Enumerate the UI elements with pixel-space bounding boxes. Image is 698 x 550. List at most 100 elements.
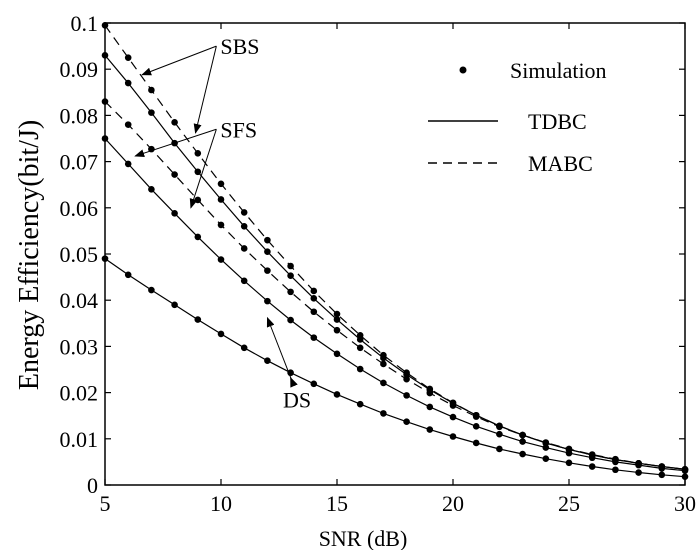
simulation-point (124, 79, 132, 87)
simulation-point (403, 418, 410, 426)
simulation-point (403, 375, 410, 383)
simulation-point (658, 465, 666, 472)
series-line-3 (104, 101, 686, 470)
simulation-point (426, 426, 434, 433)
simulation-point (148, 186, 155, 193)
annotations: SBS SFS DS (134, 34, 311, 413)
simulation-point (194, 316, 202, 323)
simulation-point (496, 445, 503, 453)
y-tick-label: 0.07 (60, 150, 99, 175)
x-tick-label: 20 (442, 491, 464, 516)
simulation-point (101, 135, 109, 142)
simulation-point (310, 295, 318, 302)
series-line-5 (104, 258, 686, 478)
simulation-point (472, 423, 480, 430)
simulation-point (612, 458, 619, 466)
simulation-point (264, 267, 271, 274)
simulation-point (449, 413, 457, 421)
simulation-point (217, 221, 225, 229)
annotation-sbs: SBS (220, 34, 259, 59)
simulation-point (101, 98, 109, 105)
legend-marker-simulation (459, 66, 467, 74)
simulation-point (264, 297, 271, 305)
simulation-point (496, 423, 503, 431)
simulation-point (287, 316, 294, 324)
points-layer (101, 22, 689, 480)
simulation-point (240, 344, 248, 352)
annotation-arrow (193, 45, 217, 134)
simulation-point (310, 308, 318, 316)
simulation-point (356, 344, 364, 352)
simulation-point (240, 277, 248, 285)
x-tick-label: 30 (674, 491, 696, 516)
simulation-point (333, 316, 341, 323)
simulation-point (194, 196, 202, 204)
simulation-point (264, 357, 271, 365)
simulation-point (612, 466, 619, 474)
simulation-point (588, 463, 596, 470)
simulation-point (333, 310, 341, 318)
series-line-1 (104, 24, 686, 470)
simulation-point (310, 334, 318, 341)
simulation-point (472, 413, 480, 420)
x-tick-label: 5 (100, 491, 111, 516)
annotation-arrow (189, 129, 217, 209)
simulation-point (356, 365, 364, 373)
simulation-point (264, 248, 271, 255)
simulation-point (588, 454, 596, 462)
simulation-point (287, 288, 294, 296)
series-layer (104, 24, 686, 478)
y-tick-label: 0.04 (60, 288, 99, 313)
simulation-point (681, 473, 689, 480)
simulation-point (380, 360, 387, 368)
plot-frame (104, 22, 686, 486)
y-tick-label: 0.08 (60, 103, 99, 128)
y-tick-label: 0.1 (71, 11, 99, 36)
x-tick-label: 15 (326, 491, 348, 516)
simulation-point (194, 149, 202, 157)
x-tick-label: 10 (210, 491, 232, 516)
simulation-point (380, 379, 387, 387)
simulation-point (426, 389, 434, 397)
legend: Simulation TDBC MABC (428, 58, 607, 176)
simulation-point (148, 86, 155, 94)
simulation-point (333, 350, 341, 358)
simulation-point (310, 287, 318, 295)
y-tick-label: 0.02 (60, 381, 99, 406)
simulation-point (426, 403, 434, 411)
simulation-point (542, 439, 550, 446)
series-line-4 (104, 138, 686, 472)
series-line-2 (104, 54, 686, 470)
simulation-point (124, 54, 132, 61)
annotation-sfs: SFS (220, 117, 257, 142)
simulation-point (356, 336, 364, 343)
simulation-point (519, 431, 526, 439)
simulation-point (217, 330, 225, 338)
legend-label-mabc: MABC (528, 151, 593, 176)
simulation-point (472, 439, 480, 447)
simulation-point (194, 168, 202, 176)
y-axis-label: Energy Efficiency(bit/J) (14, 120, 45, 390)
y-tick-label: 0.06 (60, 196, 99, 221)
simulation-point (217, 256, 225, 263)
simulation-point (565, 449, 573, 457)
simulation-point (380, 410, 387, 417)
simulation-point (171, 210, 178, 217)
simulation-point (380, 354, 387, 362)
simulation-point (449, 402, 457, 409)
annotation-ds: DS (283, 388, 311, 413)
y-tick-label: 0.09 (60, 57, 99, 82)
y-tick-label: 0.01 (60, 427, 99, 452)
simulation-point (496, 430, 503, 438)
x-tick-label: 25 (558, 491, 580, 516)
simulation-point (148, 286, 155, 294)
simulation-point (194, 233, 202, 241)
simulation-point (658, 471, 666, 479)
legend-label-tdbc: TDBC (528, 109, 587, 134)
simulation-point (542, 455, 550, 462)
simulation-point (240, 209, 248, 216)
simulation-point (287, 262, 294, 270)
x-axis-label: SNR (dB) (319, 526, 408, 550)
annotation-arrow (266, 316, 294, 384)
